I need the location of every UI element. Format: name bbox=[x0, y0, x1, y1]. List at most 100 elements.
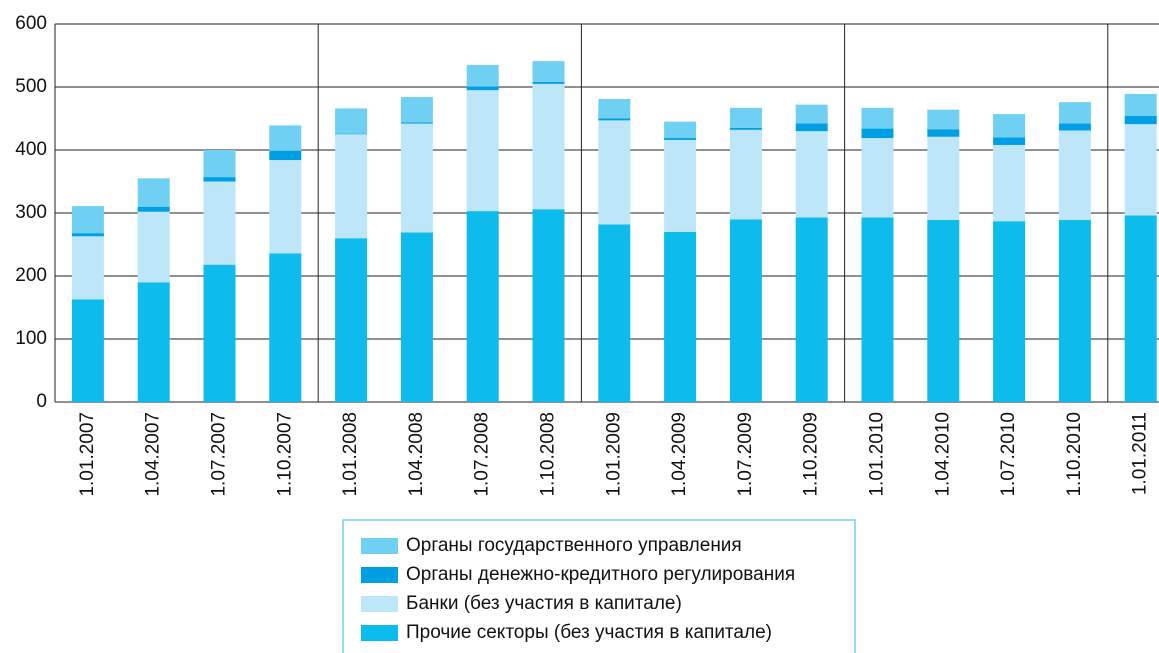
bar-segment bbox=[71, 236, 104, 300]
bar-segment bbox=[203, 150, 236, 178]
bar-segment bbox=[400, 232, 433, 402]
bar-segment bbox=[400, 123, 433, 233]
bar-segment bbox=[664, 139, 697, 232]
bar-segment bbox=[335, 238, 368, 402]
bar-segment bbox=[203, 264, 236, 402]
bar-segment bbox=[400, 97, 433, 123]
x-tick-label: 1.07.2010 bbox=[998, 412, 1019, 497]
bar-segment bbox=[335, 133, 368, 135]
legend-label: Прочие секторы (без участия в капитале) bbox=[406, 622, 772, 643]
bar-segment bbox=[993, 137, 1026, 145]
bar-segment bbox=[927, 129, 960, 137]
bar-segment bbox=[1124, 124, 1157, 216]
y-tick-label: 200 bbox=[15, 265, 47, 286]
x-tick-label: 1.01.2010 bbox=[867, 412, 888, 497]
bar-segment bbox=[598, 224, 631, 402]
bar-segment bbox=[861, 128, 894, 139]
bar-segment bbox=[598, 98, 631, 119]
bar-segment bbox=[466, 211, 499, 402]
bar-segment bbox=[795, 104, 828, 124]
bar-segment bbox=[269, 160, 302, 254]
bar-segment bbox=[729, 219, 762, 402]
bar-segment bbox=[927, 219, 960, 402]
bar-segment bbox=[993, 221, 1026, 402]
bar-segment bbox=[532, 83, 565, 210]
bar-segment bbox=[1058, 123, 1091, 131]
x-tick-label: 1.07.2007 bbox=[209, 412, 230, 497]
bar-segment bbox=[1124, 93, 1157, 116]
x-tick-label: 1.07.2008 bbox=[472, 412, 493, 497]
bar-segment bbox=[137, 282, 170, 402]
bar-segment bbox=[466, 64, 499, 87]
bar-segment bbox=[335, 134, 368, 239]
bar-segment bbox=[137, 206, 170, 212]
legend-swatch bbox=[361, 538, 398, 554]
bar-segment bbox=[795, 217, 828, 402]
bar-segment bbox=[532, 61, 565, 82]
bar-segment bbox=[269, 150, 302, 161]
bar-segment bbox=[466, 90, 499, 212]
x-tick-label: 1.04.2009 bbox=[669, 412, 690, 497]
bar-segment bbox=[269, 253, 302, 402]
x-tick-label: 1.04.2007 bbox=[143, 412, 164, 497]
y-tick-label: 300 bbox=[15, 202, 47, 223]
x-tick-label: 1.07.2009 bbox=[735, 412, 756, 497]
bar-segment bbox=[400, 122, 433, 124]
legend-box bbox=[342, 519, 856, 653]
bar-segment bbox=[664, 138, 697, 140]
x-tick-label: 1.01.2011 bbox=[1130, 412, 1151, 495]
x-tick-label: 1.10.2009 bbox=[801, 412, 822, 497]
x-tick-label: 1.10.2007 bbox=[274, 412, 295, 497]
bar-segment bbox=[664, 231, 697, 402]
bar-segment bbox=[71, 233, 104, 237]
bar-segment bbox=[861, 217, 894, 402]
legend-label: Органы денежно-кредитного регулирования bbox=[406, 564, 795, 585]
bar-segment bbox=[993, 114, 1026, 138]
bar-segment bbox=[532, 81, 565, 84]
legend-label: Банки (без участия в капитале) bbox=[406, 593, 682, 614]
bar-segment bbox=[1058, 130, 1091, 220]
bar-segment bbox=[729, 127, 762, 130]
y-tick-label: 0 bbox=[36, 391, 47, 412]
bar-segment bbox=[729, 107, 762, 128]
y-tick-label: 500 bbox=[15, 76, 47, 97]
bar-segment bbox=[927, 136, 960, 220]
bar-segment bbox=[795, 123, 828, 132]
bar-segment bbox=[1058, 102, 1091, 124]
bar-segment bbox=[1058, 219, 1091, 402]
x-tick-label: 1.10.2008 bbox=[538, 412, 559, 497]
bar-segment bbox=[795, 131, 828, 218]
bar-segment bbox=[927, 109, 960, 130]
x-tick-label: 1.04.2008 bbox=[406, 412, 427, 497]
legend-swatch bbox=[361, 625, 398, 641]
x-tick-label: 1.01.2007 bbox=[77, 412, 98, 497]
bar-segment bbox=[335, 108, 368, 134]
bar-segment bbox=[137, 211, 170, 283]
y-tick-label: 600 bbox=[15, 13, 47, 34]
bar-segment bbox=[71, 206, 104, 234]
bar-segment bbox=[203, 177, 236, 182]
x-tick-label: 1.10.2010 bbox=[1064, 412, 1085, 497]
bar-segment bbox=[861, 138, 894, 218]
bar-segment bbox=[1124, 215, 1157, 402]
bar-segment bbox=[664, 121, 697, 139]
bar-segment bbox=[1124, 115, 1157, 125]
bar-segment bbox=[203, 181, 236, 265]
x-tick-label: 1.04.2010 bbox=[932, 412, 953, 497]
y-tick-label: 100 bbox=[15, 328, 47, 349]
bar-segment bbox=[598, 120, 631, 225]
legend-swatch bbox=[361, 567, 398, 583]
bar-segment bbox=[598, 118, 631, 121]
bar-segment bbox=[729, 129, 762, 220]
y-tick-label: 400 bbox=[15, 139, 47, 160]
bar-segment bbox=[137, 178, 170, 207]
bar-segment bbox=[993, 144, 1026, 222]
bar-segment bbox=[861, 107, 894, 129]
bar-segment bbox=[466, 86, 499, 91]
x-tick-label: 1.01.2009 bbox=[603, 412, 624, 497]
legend-label: Органы государственного управления bbox=[406, 535, 742, 556]
bar-segment bbox=[71, 299, 104, 402]
legend-swatch bbox=[361, 596, 398, 612]
bar-segment bbox=[269, 125, 302, 151]
